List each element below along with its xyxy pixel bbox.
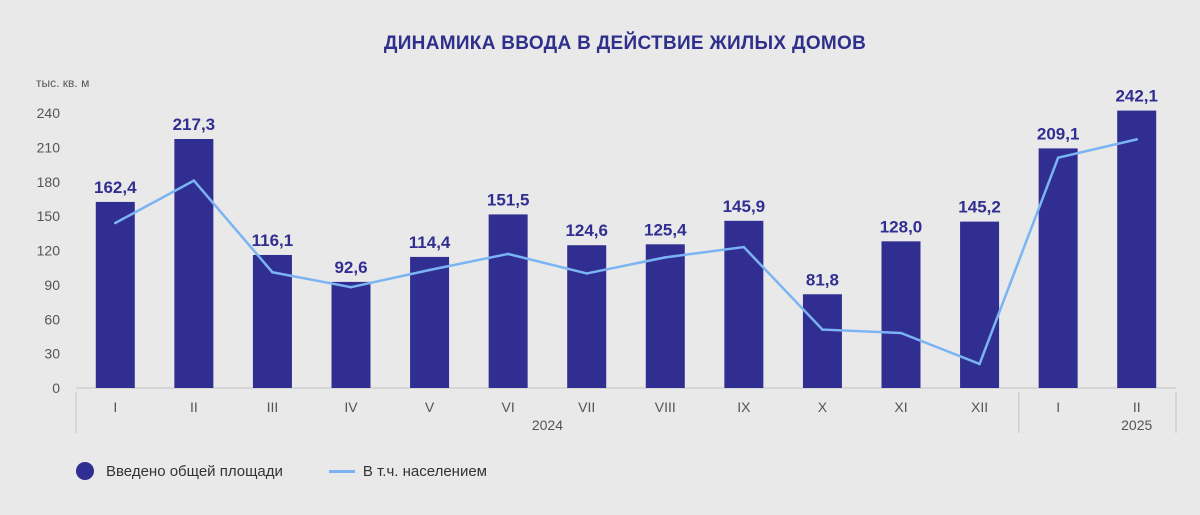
legend-bar-swatch <box>76 462 94 480</box>
y-tick-label: 60 <box>44 311 60 327</box>
y-tick-label: 0 <box>52 380 60 396</box>
x-tick-label: V <box>425 399 435 415</box>
bar-value-label: 162,4 <box>94 178 137 197</box>
bar-value-label: 242,1 <box>1115 87 1158 106</box>
line-point <box>663 256 667 259</box>
bar <box>645 244 685 388</box>
bar-value-label: 116,1 <box>252 231 294 250</box>
legend: Введено общей площади В т.ч. населением <box>76 462 487 480</box>
x-tick-label: II <box>190 399 198 415</box>
bar <box>802 294 842 388</box>
legend-bar-label: Введено общей площади <box>106 462 283 480</box>
y-axis-label: тыс. кв. м <box>36 76 89 90</box>
legend-line-swatch <box>328 469 355 473</box>
x-tick-label: XI <box>894 399 907 415</box>
bar-value-label: 145,9 <box>723 197 766 216</box>
bar <box>95 201 135 388</box>
bar-value-label: 125,4 <box>644 220 687 239</box>
bar <box>960 221 1000 388</box>
x-tick-label: XII <box>971 399 988 415</box>
bar-value-label: 128,0 <box>880 217 923 236</box>
y-tick-label: 240 <box>37 105 61 121</box>
y-tick-label: 180 <box>37 174 61 190</box>
line-point <box>192 179 196 182</box>
group-label: 2025 <box>1121 417 1152 433</box>
bar-value-label: 114,4 <box>409 233 451 252</box>
bar <box>567 245 607 388</box>
bar-value-label: 81,8 <box>806 270 839 289</box>
x-tick-label: IX <box>737 399 751 415</box>
bar-value-label: 124,6 <box>565 221 608 240</box>
x-tick-label: I <box>113 399 117 415</box>
bar <box>174 139 214 388</box>
chart-title: ДИНАМИКА ВВОДА В ДЕЙСТВИЕ ЖИЛЫХ ДОМОВ <box>383 33 867 54</box>
legend-item-bars: Введено общей площади <box>76 462 283 480</box>
group-label: 2024 <box>532 417 563 433</box>
bar <box>488 214 528 388</box>
line-point <box>821 328 824 331</box>
bar-value-label: 92,6 <box>334 258 367 277</box>
y-tick-label: 30 <box>44 346 60 362</box>
bar <box>1038 148 1078 388</box>
line-point <box>899 331 903 335</box>
line-point <box>271 270 274 274</box>
x-tick-label: II <box>1133 399 1141 415</box>
line-point <box>428 268 431 272</box>
y-tick-label: 90 <box>44 277 60 293</box>
x-tick-label: IV <box>344 399 358 415</box>
line-point <box>1135 138 1139 141</box>
x-tick-label: VI <box>502 399 515 415</box>
line-point <box>506 252 510 256</box>
y-tick-label: 120 <box>37 243 61 259</box>
bar <box>252 254 292 388</box>
line-point <box>113 221 117 225</box>
legend-line-label: В т.ч. населением <box>362 462 487 480</box>
bar-value-label: 145,2 <box>958 198 1001 217</box>
x-tick-label: III <box>267 399 279 415</box>
bar-value-label: 217,3 <box>173 115 216 134</box>
x-tick-label: VIII <box>655 399 676 415</box>
line-point <box>585 272 589 275</box>
bar <box>331 281 371 388</box>
line-point <box>978 362 981 366</box>
x-tick-label: VII <box>578 399 595 415</box>
line-point <box>742 245 746 249</box>
bar-value-label: 151,5 <box>487 190 530 209</box>
bar <box>1117 110 1157 388</box>
legend-item-line: В т.ч. населением <box>328 462 487 480</box>
x-tick-label: I <box>1056 399 1060 415</box>
x-tick-label: X <box>818 399 828 415</box>
line-series <box>114 138 1137 366</box>
line-point <box>349 285 353 289</box>
y-tick-label: 210 <box>37 139 61 155</box>
bar-value-label: 209,1 <box>1037 124 1080 143</box>
line-point <box>1056 156 1060 159</box>
bar <box>881 241 921 388</box>
bar <box>410 256 450 388</box>
y-tick-label: 150 <box>37 208 61 224</box>
